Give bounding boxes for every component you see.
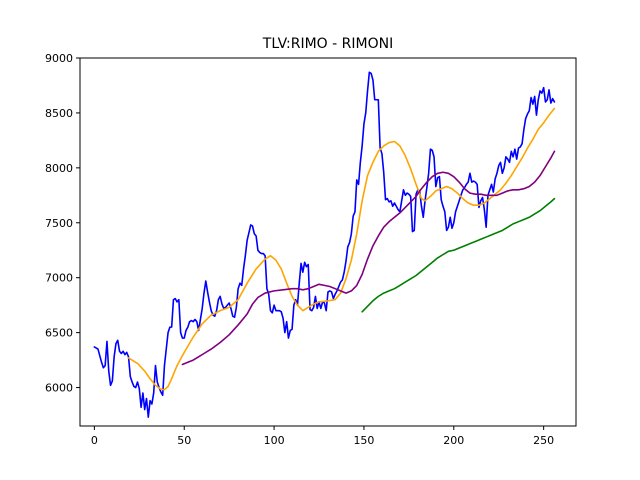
y-tick-label: 6000 bbox=[45, 382, 73, 395]
x-axis-ticks: 0 50 100 150 200 250 bbox=[91, 426, 554, 447]
x-tick-label: 0 bbox=[91, 434, 98, 447]
series-line-2 bbox=[127, 107, 556, 391]
y-axis-ticks: 6000 6500 7000 7500 8000 8500 9000 bbox=[45, 52, 80, 395]
chart-title: TLV:RIMO - RIMONI bbox=[262, 36, 393, 52]
series-line-3 bbox=[181, 150, 556, 366]
plot-area-frame bbox=[79, 57, 577, 427]
series-line-4 bbox=[361, 197, 556, 313]
x-tick-label: 50 bbox=[177, 434, 191, 447]
x-tick-label: 100 bbox=[264, 434, 285, 447]
y-tick-label: 8500 bbox=[45, 107, 73, 120]
y-tick-label: 8000 bbox=[45, 162, 73, 175]
x-tick-label: 250 bbox=[533, 434, 554, 447]
x-tick-label: 200 bbox=[443, 434, 464, 447]
y-tick-label: 6500 bbox=[45, 327, 73, 340]
series-line-1 bbox=[93, 71, 556, 419]
y-tick-label: 7000 bbox=[45, 272, 73, 285]
y-tick-label: 9000 bbox=[45, 52, 73, 65]
series-layer bbox=[93, 71, 556, 419]
x-tick-label: 150 bbox=[353, 434, 374, 447]
y-tick-label: 7500 bbox=[45, 217, 73, 230]
